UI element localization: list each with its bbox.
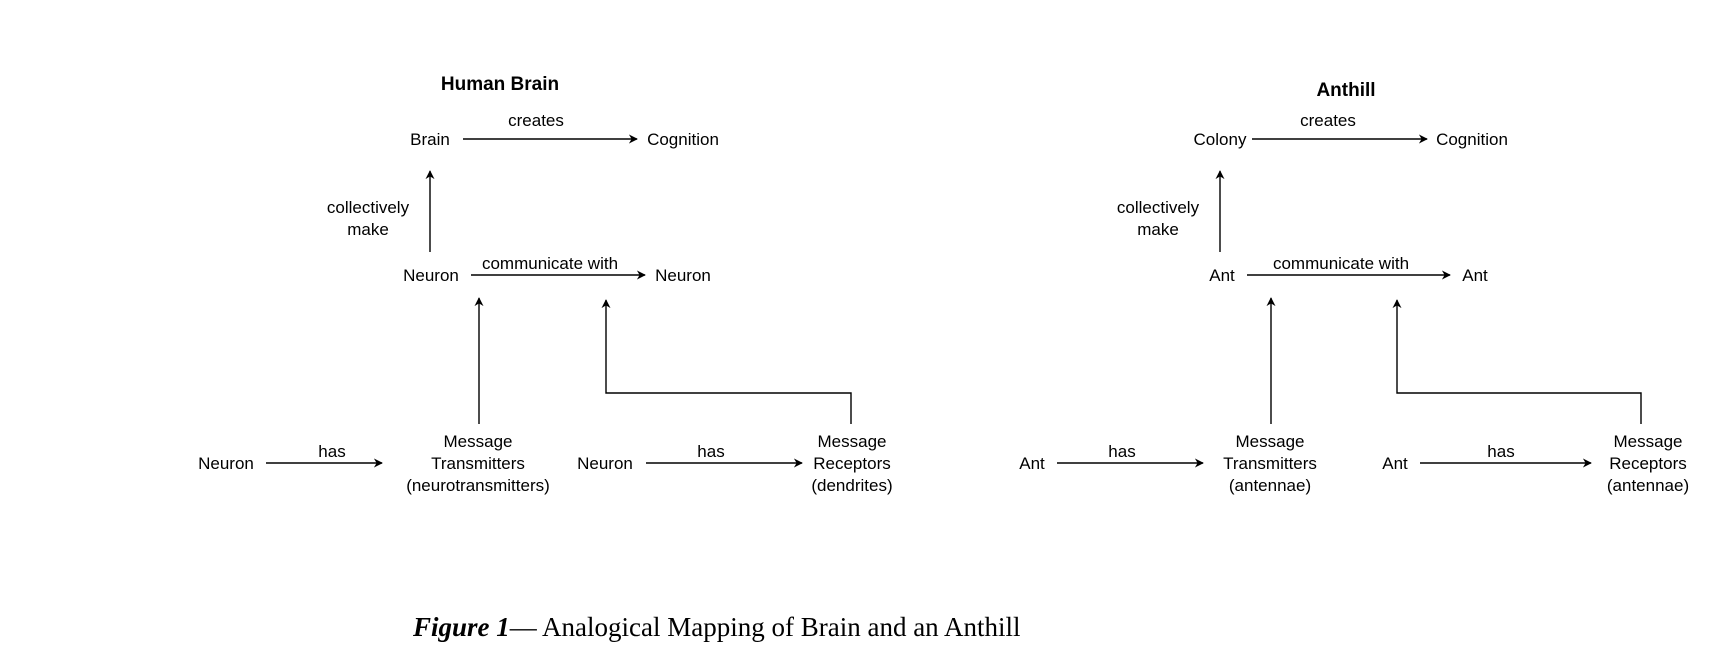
ant-transmitter-owner: Ant xyxy=(1019,454,1045,473)
brain-has-transmitters-label: has xyxy=(318,442,345,461)
anthill-creates-label: creates xyxy=(1300,111,1356,130)
brain-panel: Human Brain Brain creates Cognition coll… xyxy=(198,74,893,495)
figure-caption-label: Figure 1 xyxy=(413,612,510,642)
brain-message-receptors-node: Message Receptors (dendrites) xyxy=(811,432,892,495)
figure-caption-text: — Analogical Mapping of Brain and an Ant… xyxy=(509,612,1021,642)
brain-receptors-up-arrow xyxy=(601,299,852,424)
anthill-has-receptors-label: has xyxy=(1487,442,1514,461)
figure-caption: Figure 1— Analogical Mapping of Brain an… xyxy=(413,612,1020,643)
anthill-communicate-label: communicate with xyxy=(1273,254,1409,273)
brain-neuron-sender: Neuron xyxy=(403,266,459,285)
ant-receiver-node: Ant xyxy=(1462,266,1488,285)
colony-node: Colony xyxy=(1194,130,1247,149)
ant-message-receptors-node: Message Receptors (antennae) xyxy=(1607,432,1689,495)
brain-collectively-label: collectively make xyxy=(327,198,410,239)
anthill-panel: Anthill Colony creates Cognition collect… xyxy=(1019,80,1689,495)
brain-message-transmitters-node: Message Transmitters (neurotransmitters) xyxy=(406,432,550,495)
ant-receptor-owner: Ant xyxy=(1382,454,1408,473)
ant-message-transmitters-node: Message Transmitters (antennae) xyxy=(1223,432,1317,495)
ant-sender-node: Ant xyxy=(1209,266,1235,285)
anthill-receptors-up-arrow xyxy=(1392,299,1642,424)
brain-has-receptors-label: has xyxy=(697,442,724,461)
brain-creates-label: creates xyxy=(508,111,564,130)
brain-cognition-node: Cognition xyxy=(647,130,719,149)
brain-communicate-label: communicate with xyxy=(482,254,618,273)
anthill-cognition-node: Cognition xyxy=(1436,130,1508,149)
brain-node: Brain xyxy=(410,130,450,149)
brain-neuron-receiver: Neuron xyxy=(655,266,711,285)
anthill-collectively-label: collectively make xyxy=(1117,198,1200,239)
brain-neuron-receptor-owner: Neuron xyxy=(577,454,633,473)
brain-panel-title: Human Brain xyxy=(441,74,559,95)
anthill-has-transmitters-label: has xyxy=(1108,442,1135,461)
anthill-panel-title: Anthill xyxy=(1316,80,1375,101)
brain-neuron-transmitter-owner: Neuron xyxy=(198,454,254,473)
